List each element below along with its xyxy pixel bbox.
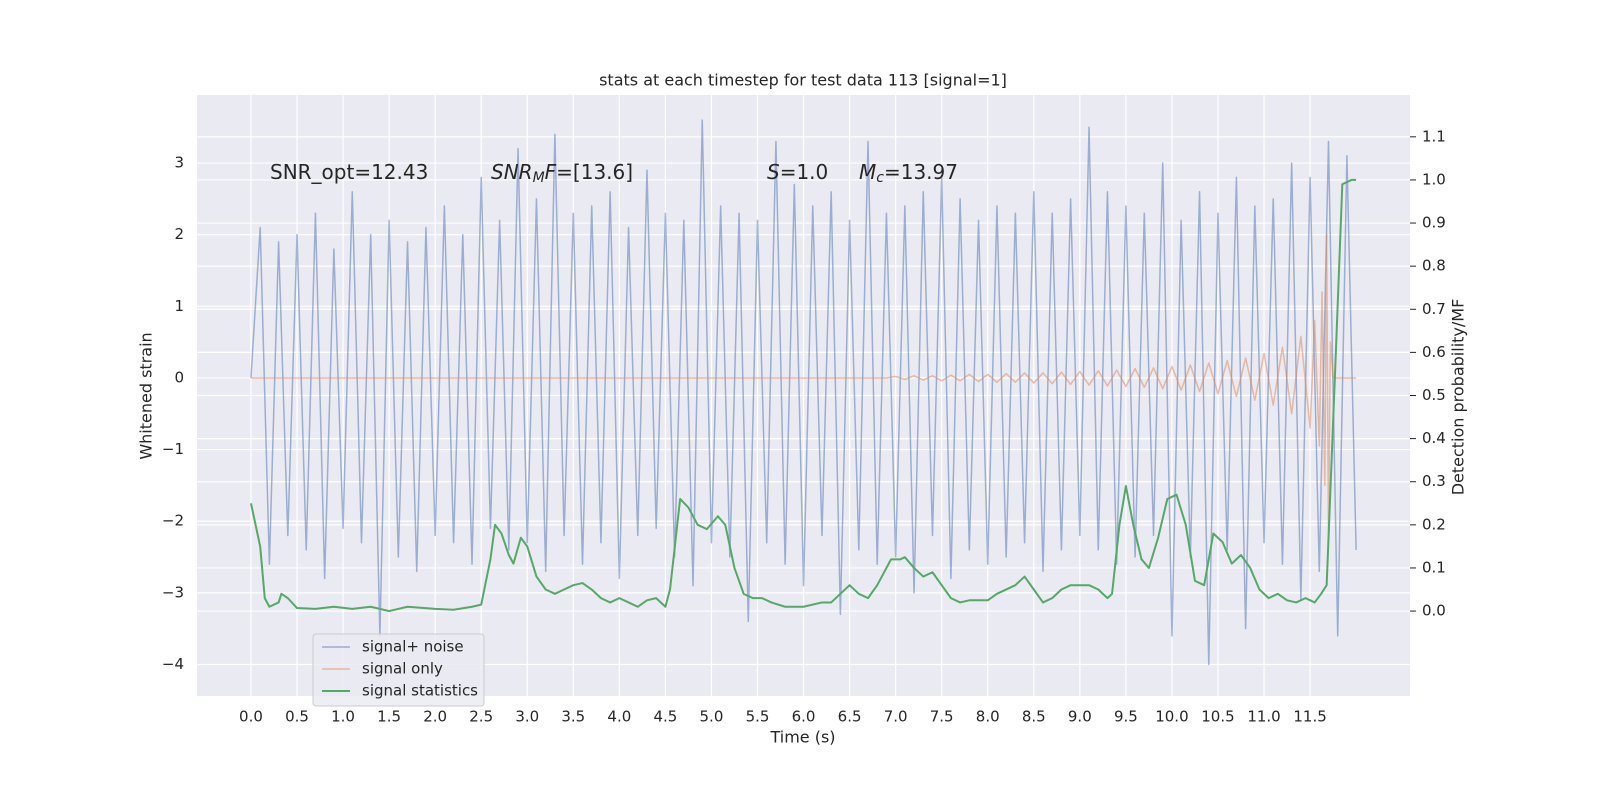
annotation-part: S xyxy=(767,160,780,184)
annotation-part: SNR xyxy=(491,160,533,184)
x-tick-label: 9.5 xyxy=(1114,708,1138,726)
x-tick-label: 10.5 xyxy=(1201,708,1234,726)
annotation-part: M xyxy=(859,160,876,184)
legend: signal+ noise signal only signal statistic… xyxy=(312,633,485,707)
y2-tick-label: 0.7 xyxy=(1422,300,1446,318)
legend-label: signal only xyxy=(362,660,443,678)
series-line xyxy=(250,119,1357,666)
x-tick-label: 6.5 xyxy=(838,708,862,726)
y-tick-label: 1 xyxy=(174,297,184,315)
x-tick-label: 5.0 xyxy=(700,708,724,726)
series-line xyxy=(249,178,1357,613)
legend-box xyxy=(312,633,485,707)
annotation: SNRMF=[13.6] xyxy=(491,160,633,187)
annotation-part: F xyxy=(545,160,557,184)
x-tick-label: 0.5 xyxy=(285,708,309,726)
x-tick-label: 7.5 xyxy=(930,708,954,726)
annotation-part: M xyxy=(533,170,545,186)
x-tick-label: 2.5 xyxy=(469,708,493,726)
y-tick-label: −3 xyxy=(162,583,184,601)
x-tick-label: 1.0 xyxy=(331,708,355,726)
y-tick-label: 0 xyxy=(174,368,184,386)
x-tick-label: 8.5 xyxy=(1022,708,1046,726)
y-tick-label: −2 xyxy=(162,512,184,530)
annotation: S=1.0 xyxy=(767,160,828,184)
y2-tick-label: 1.1 xyxy=(1422,127,1446,145)
x-axis-label: Time (s) xyxy=(769,728,835,747)
y2-axis-label: Detection probability/MF xyxy=(1449,299,1468,496)
y2-tick-label: 0.5 xyxy=(1422,386,1446,404)
x-tick-label: 2.0 xyxy=(423,708,447,726)
y2-tick-label: 0.4 xyxy=(1422,429,1446,447)
y-tick-label: 3 xyxy=(174,154,184,172)
x-tick-label: 8.0 xyxy=(976,708,1000,726)
series-layer xyxy=(249,119,1357,666)
y-tick-label: 2 xyxy=(174,225,184,243)
y2-tick-label: 0.0 xyxy=(1422,602,1446,620)
x-tick-label: 4.5 xyxy=(653,708,677,726)
annotation-part: =13.97 xyxy=(884,160,958,184)
annotation-part: =1.0 xyxy=(780,160,829,184)
x-tick-label: 1.5 xyxy=(377,708,401,726)
label-layer: 0.0 0.5 1.0 1.5 2.0 2.5 3.0 3.5 4.0 4.5 5.0 5.5 6.0 6… xyxy=(162,127,1446,725)
y2-tick-label: 0.9 xyxy=(1422,214,1446,232)
annotation-part: =[13.6] xyxy=(556,160,633,184)
x-tick-label: 9.0 xyxy=(1068,708,1092,726)
x-tick-label: 0.0 xyxy=(239,708,263,726)
y-tick-label: −1 xyxy=(162,440,184,458)
legend-label: signal statistics xyxy=(362,682,478,700)
x-tick-label: 4.0 xyxy=(607,708,631,726)
y2-tick-label: 0.6 xyxy=(1422,343,1446,361)
y2-tick-label: 0.8 xyxy=(1422,257,1446,275)
annotation-part: SNR_opt=12.43 xyxy=(270,160,428,184)
y-axis-label: Whitened strain xyxy=(137,332,156,459)
x-tick-label: 10.0 xyxy=(1155,708,1188,726)
y2-tick-label: 0.2 xyxy=(1422,515,1446,533)
x-tick-label: 5.5 xyxy=(746,708,770,726)
x-tick-label: 7.0 xyxy=(884,708,908,726)
x-tick-label: 11.5 xyxy=(1293,708,1326,726)
y2-tick-label: 1.0 xyxy=(1422,170,1446,188)
y-tick-label: −4 xyxy=(162,655,184,673)
x-tick-label: 3.0 xyxy=(515,708,539,726)
chart-title: stats at each timestep for test data 113… xyxy=(599,71,1007,90)
x-tick-label: 6.0 xyxy=(792,708,816,726)
y2-tick-label: 0.3 xyxy=(1422,472,1446,490)
annotation: Mc=13.97 xyxy=(859,160,958,187)
legend-label: signal+ noise xyxy=(362,638,464,656)
x-tick-label: 11.0 xyxy=(1247,708,1280,726)
annotation: SNR_opt=12.43 xyxy=(270,160,428,184)
annotation-part: c xyxy=(876,170,884,186)
y2-tick-label: 0.1 xyxy=(1422,558,1446,576)
x-tick-label: 3.5 xyxy=(561,708,585,726)
series-line xyxy=(250,233,1357,544)
